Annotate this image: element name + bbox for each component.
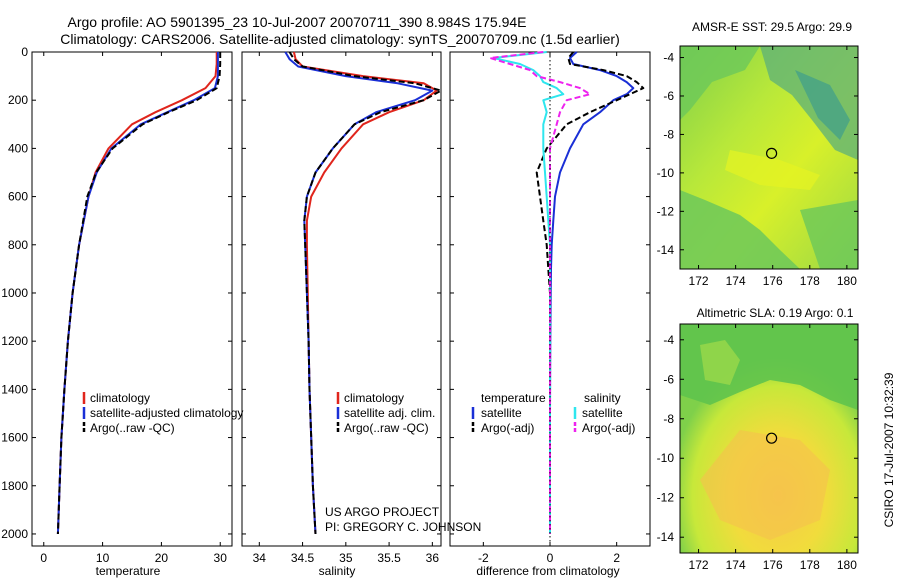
map-xtick-label: 180: [837, 558, 857, 572]
difference-xlabel: difference from climatology: [476, 564, 619, 578]
ytick-label: 800: [8, 238, 28, 252]
series-line-argo-raw-qc-: [288, 51, 442, 535]
pi-text: PI: GREGORY C. JOHNSON: [325, 520, 481, 534]
ytick-label: 1400: [1, 382, 28, 396]
ytick-label: 600: [8, 190, 28, 204]
xtick-label: 2: [613, 551, 620, 565]
map-ytick-label: -10: [657, 166, 675, 180]
credit-text: US ARGO PROJECT: [325, 505, 440, 519]
map-ytick-label: -10: [657, 451, 675, 465]
xtick-label: 0: [547, 551, 554, 565]
map-xtick-label: 172: [689, 558, 709, 572]
xtick-label: 10: [96, 551, 110, 565]
figure-title-line1: Argo profile: AO 5901395_23 10-Jul-2007 …: [68, 14, 527, 30]
salinity-legend: climatology satellite adj. clim. Argo(..…: [336, 391, 435, 435]
map-ytick-label: -8: [663, 127, 674, 141]
series-line-satellite-adjusted-climatology: [56, 52, 219, 535]
temperature-legend: climatology satellite-adjusted climatolo…: [82, 391, 243, 435]
legend-label-temp-satellite: satellite: [481, 406, 522, 420]
ytick-label: 2000: [1, 527, 28, 541]
xtick-label: 34.5: [291, 551, 315, 565]
sla-map-frame: [679, 323, 859, 554]
series-line-argo-raw-qc-: [56, 52, 222, 535]
map-ytick-label: -14: [657, 530, 675, 544]
map-xtick-label: 174: [726, 274, 746, 288]
legend-title-salinity: salinity: [584, 391, 621, 405]
ytick-label: 1000: [1, 286, 28, 300]
map-ytick-label: -12: [657, 204, 675, 218]
map-ytick-label: -12: [657, 491, 675, 505]
legend-label-argo: Argo(..raw -QC): [90, 421, 175, 435]
sst-map-frame: [679, 45, 859, 270]
map-ytick-label: -4: [663, 51, 674, 65]
ytick-label: 1600: [1, 431, 28, 445]
sst-map-axes: 172 174 176 178 180 -4 -6 -8 -10 -12 -14: [657, 46, 858, 288]
legend-title-temperature: temperature: [481, 391, 546, 405]
legend-label-sal-argo-diff: Argo(-adj): [582, 421, 635, 435]
map-xtick-label: 180: [837, 274, 857, 288]
xtick-label: -2: [478, 551, 489, 565]
legend-label-sal-climatology: climatology: [344, 391, 404, 405]
legend-label-sal-argo: Argo(..raw -QC): [344, 421, 429, 435]
sst-argo-position-marker: [765, 147, 778, 159]
map-xtick-label: 172: [689, 274, 709, 288]
ytick-label: 200: [8, 93, 28, 107]
map-ytick-label: -8: [663, 412, 674, 426]
difference-legend: temperature salinity satellite Argo(-adj…: [471, 391, 635, 435]
map-ytick-label: -14: [657, 243, 675, 257]
xtick-label: 35.5: [377, 551, 401, 565]
map-ytick-label: -6: [663, 89, 674, 103]
xtick-label: 34: [253, 551, 267, 565]
salinity-panel: [241, 51, 442, 547]
figure-title-line2: Climatology: CARS2006. Satellite-adjuste…: [60, 31, 620, 47]
ytick-label: 1200: [1, 334, 28, 348]
ytick-label: 1800: [1, 479, 28, 493]
sst-map-title: AMSR-E SST: 29.5 Argo: 29.9: [692, 20, 852, 34]
legend-label-sal-satellite-diff: satellite: [582, 406, 623, 420]
ytick-label: 400: [8, 141, 28, 155]
xtick-label: 35: [339, 551, 353, 565]
ytick-label: 0: [21, 45, 28, 59]
map-xtick-label: 176: [763, 558, 783, 572]
map-xtick-label: 178: [800, 558, 820, 572]
temperature-xlabel: temperature: [96, 564, 161, 578]
salinity-xlabel: salinity: [319, 564, 356, 578]
sla-map-axes: 172 174 176 178 180 -4 -6 -8 -10 -12 -14: [657, 324, 858, 572]
sla-map-field: [680, 324, 858, 553]
sla-map-title: Altimetric SLA: 0.19 Argo: 0.1: [697, 306, 854, 320]
map-xtick-label: 176: [763, 274, 783, 288]
legend-label-sal-satellite: satellite adj. clim.: [344, 406, 435, 420]
xtick-label: 36: [426, 551, 440, 565]
legend-label-climatology: climatology: [90, 391, 150, 405]
map-xtick-label: 174: [726, 558, 746, 572]
xtick-label: 0: [40, 551, 47, 565]
xtick-label: 30: [214, 551, 228, 565]
xtick-label: 20: [155, 551, 169, 565]
legend-label-satellite-adjusted: satellite-adjusted climatology: [90, 406, 243, 420]
temperature-panel: [31, 51, 233, 547]
map-ytick-label: -6: [663, 372, 674, 386]
sst-map-field: [680, 46, 858, 269]
map-xtick-label: 178: [800, 274, 820, 288]
map-ytick-label: -4: [663, 333, 674, 347]
timestamp-stamp: CSIRO 17-Jul-2007 10:32:39: [882, 372, 896, 527]
legend-label-temp-argo: Argo(-adj): [481, 421, 534, 435]
sla-argo-position-marker: [765, 432, 778, 444]
